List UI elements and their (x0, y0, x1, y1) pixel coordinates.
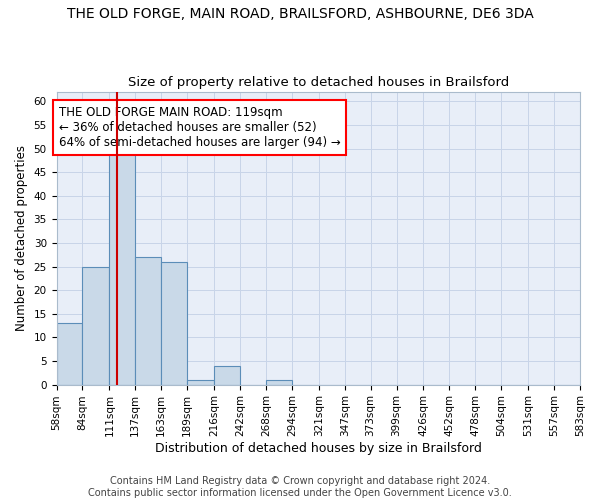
Bar (161, 262, 187, 384)
Text: THE OLD FORGE, MAIN ROAD, BRAILSFORD, ASHBOURNE, DE6 3DA: THE OLD FORGE, MAIN ROAD, BRAILSFORD, AS… (67, 8, 533, 22)
Bar (109, 154, 135, 384)
Title: Size of property relative to detached houses in Brailsford: Size of property relative to detached ho… (128, 76, 509, 90)
Bar (135, 257, 161, 384)
Bar (82, 266, 109, 384)
Text: Contains HM Land Registry data © Crown copyright and database right 2024.
Contai: Contains HM Land Registry data © Crown c… (88, 476, 512, 498)
Text: THE OLD FORGE MAIN ROAD: 119sqm
← 36% of detached houses are smaller (52)
64% of: THE OLD FORGE MAIN ROAD: 119sqm ← 36% of… (59, 106, 340, 149)
Bar (187, 380, 214, 384)
Y-axis label: Number of detached properties: Number of detached properties (15, 146, 28, 332)
Bar (214, 366, 240, 384)
X-axis label: Distribution of detached houses by size in Brailsford: Distribution of detached houses by size … (155, 442, 482, 455)
Bar (266, 380, 292, 384)
Bar (56, 324, 82, 384)
